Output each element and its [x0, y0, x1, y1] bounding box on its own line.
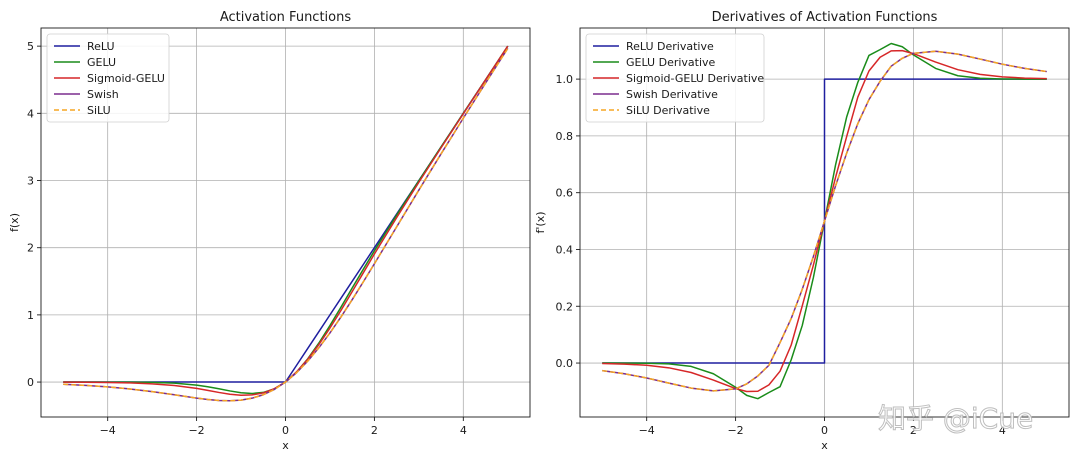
y-tick-label: 0.2 [556, 300, 574, 313]
legend-entry: ReLU Derivative [626, 40, 714, 53]
legend-entry: SiLU Derivative [626, 104, 710, 117]
x-axis-label: x [282, 439, 289, 452]
legend-entry: GELU [87, 56, 116, 69]
chart-title: Activation Functions [220, 10, 352, 25]
y-axis-label: f(x) [8, 213, 21, 232]
legend: ReLU GELU Sigmoid-GELU Swish SiLU [46, 33, 170, 123]
series-group [602, 42, 1047, 400]
series-line-silu-derivative [602, 50, 1047, 392]
x-tick-label: −4 [100, 424, 116, 437]
legend: ReLU Derivative GELU Derivative Sigmoid-GE… [585, 33, 765, 123]
y-tick-label: 0.0 [556, 357, 574, 370]
legend-box [46, 33, 170, 123]
activation-functions-panel: −4 −2 0 2 4 0 1 2 3 4 5 Activation Functions x f(x) Re… [8, 10, 531, 452]
x-tick-label: 4 [999, 424, 1006, 437]
y-tick-label: 1 [27, 309, 34, 322]
legend-box [585, 33, 765, 123]
y-axis-label: f'(x) [534, 212, 547, 234]
y-tick-label: 0.6 [556, 187, 574, 200]
x-tick-label: −2 [188, 424, 204, 437]
x-tick-label: −4 [639, 424, 655, 437]
y-tick-label: 0.8 [556, 130, 574, 143]
y-tick-label: 0.4 [556, 243, 574, 256]
legend-entry: GELU Derivative [626, 56, 716, 69]
y-tick-label: 1.0 [556, 73, 574, 86]
legend-entry: Swish Derivative [626, 88, 718, 101]
x-axis-label: x [821, 439, 828, 452]
series-group [63, 45, 509, 402]
x-tick-label: 4 [460, 424, 467, 437]
x-tick-label: 2 [910, 424, 917, 437]
y-tick-label: 2 [27, 242, 34, 255]
chart-title: Derivatives of Activation Functions [712, 10, 938, 25]
watermark: 知乎 @iCue [878, 402, 1033, 435]
y-tick-label: 0 [27, 376, 34, 389]
x-tick-label: 0 [821, 424, 828, 437]
y-tick-label: 5 [27, 40, 34, 53]
x-tick-label: 0 [282, 424, 289, 437]
derivatives-panel: −4 −2 0 2 4 0.0 0.2 0.4 0.6 0.8 1.0 Derivatives of … [534, 10, 1070, 452]
legend-entry: Swish [87, 88, 119, 101]
x-tick-label: −2 [727, 424, 743, 437]
series-line-silu [63, 47, 509, 402]
legend-entry: ReLU [87, 40, 115, 53]
legend-entry: Sigmoid-GELU Derivative [626, 72, 764, 85]
legend-entry: Sigmoid-GELU [87, 72, 165, 85]
y-tick-label: 3 [27, 175, 34, 188]
x-tick-label: 2 [371, 424, 378, 437]
legend-entry: SiLU [87, 104, 111, 117]
y-tick-label: 4 [27, 107, 34, 120]
